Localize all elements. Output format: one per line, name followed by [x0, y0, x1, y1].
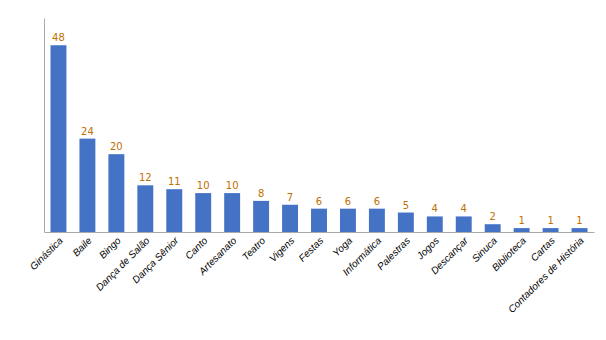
bar	[398, 213, 414, 232]
x-tick: Festas	[296, 235, 325, 264]
value-label: 1	[518, 215, 524, 226]
value-label: 12	[139, 172, 152, 183]
bar	[224, 193, 240, 232]
x-tick-label: Informática	[341, 235, 384, 278]
value-label: 4	[461, 203, 467, 214]
value-label: 7	[287, 192, 293, 203]
value-label: 6	[374, 196, 380, 207]
x-tick: Dança Sênior	[130, 234, 181, 285]
x-tick-label: Vigens	[267, 235, 296, 264]
value-label: 11	[168, 176, 181, 187]
chart-svg: 48242012111010876665442111GinásticaBaile…	[0, 0, 606, 340]
x-tick-label: Yoga	[330, 235, 354, 259]
y-axis-line	[44, 19, 45, 233]
bars	[51, 45, 588, 232]
bar	[340, 209, 356, 232]
bar	[427, 216, 443, 232]
plot: 48242012111010876665442111GinásticaBaile…	[28, 19, 595, 315]
x-tick-label: Artesanato	[196, 235, 239, 278]
x-tick: Baile	[70, 235, 94, 259]
x-tick-label: Bingo	[97, 235, 123, 261]
x-tick-label: Ginástica	[28, 235, 66, 273]
x-tick-label: Dança Sênior	[130, 234, 181, 285]
bar	[543, 228, 559, 232]
bar	[369, 209, 385, 232]
x-tick-label: Jogos	[414, 235, 441, 262]
bar	[79, 139, 95, 232]
x-tick: Ginástica	[28, 235, 66, 273]
x-tick: Bingo	[97, 235, 123, 261]
x-tick-label: Palestras	[375, 235, 412, 272]
x-tick-label: Descançar	[429, 234, 471, 276]
x-tick: Jogos	[414, 235, 441, 262]
value-labels: 48242012111010876665442111	[52, 32, 583, 226]
x-tick: Yoga	[330, 235, 354, 259]
value-label: 10	[226, 180, 239, 191]
value-label: 2	[489, 211, 495, 222]
x-tick-label: Festas	[296, 235, 325, 264]
x-tick-label: Contadores de História	[506, 235, 586, 315]
value-label: 8	[258, 188, 264, 199]
value-label: 1	[576, 215, 582, 226]
bar	[166, 189, 182, 232]
x-tick-label: Baile	[70, 235, 94, 259]
bar	[108, 154, 124, 232]
bar	[282, 205, 298, 232]
bar	[485, 224, 501, 232]
value-label: 4	[432, 203, 438, 214]
x-tick: Vigens	[267, 235, 296, 264]
value-label: 6	[316, 196, 322, 207]
x-tick-label: Teatro	[240, 235, 268, 263]
x-tick-label: Canto	[183, 235, 210, 262]
bar	[514, 228, 530, 232]
y-axis	[44, 19, 45, 233]
x-tick: Informática	[341, 235, 384, 278]
x-axis: GinásticaBaileBingoDança de SalãoDança S…	[28, 233, 595, 315]
x-tick: Canto	[183, 235, 210, 262]
bar	[195, 193, 211, 232]
value-label: 24	[81, 126, 94, 137]
value-label: 1	[547, 215, 553, 226]
value-label: 10	[197, 180, 210, 191]
x-tick: Palestras	[375, 235, 412, 272]
bar	[51, 45, 67, 232]
x-tick: Biblioteca	[490, 235, 529, 274]
x-tick: Descançar	[429, 234, 471, 276]
bar	[572, 228, 588, 232]
x-tick: Artesanato	[196, 235, 239, 278]
bar	[137, 185, 153, 232]
x-tick: Teatro	[240, 235, 268, 263]
bar	[253, 201, 269, 232]
bar	[456, 216, 472, 232]
x-axis-line	[45, 232, 595, 233]
x-tick-label: Biblioteca	[490, 235, 529, 274]
x-tick: Contadores de História	[506, 235, 586, 315]
bar	[311, 209, 327, 232]
value-label: 20	[110, 141, 123, 152]
value-label: 5	[403, 200, 409, 211]
value-label: 6	[345, 196, 351, 207]
value-label: 48	[52, 32, 65, 43]
